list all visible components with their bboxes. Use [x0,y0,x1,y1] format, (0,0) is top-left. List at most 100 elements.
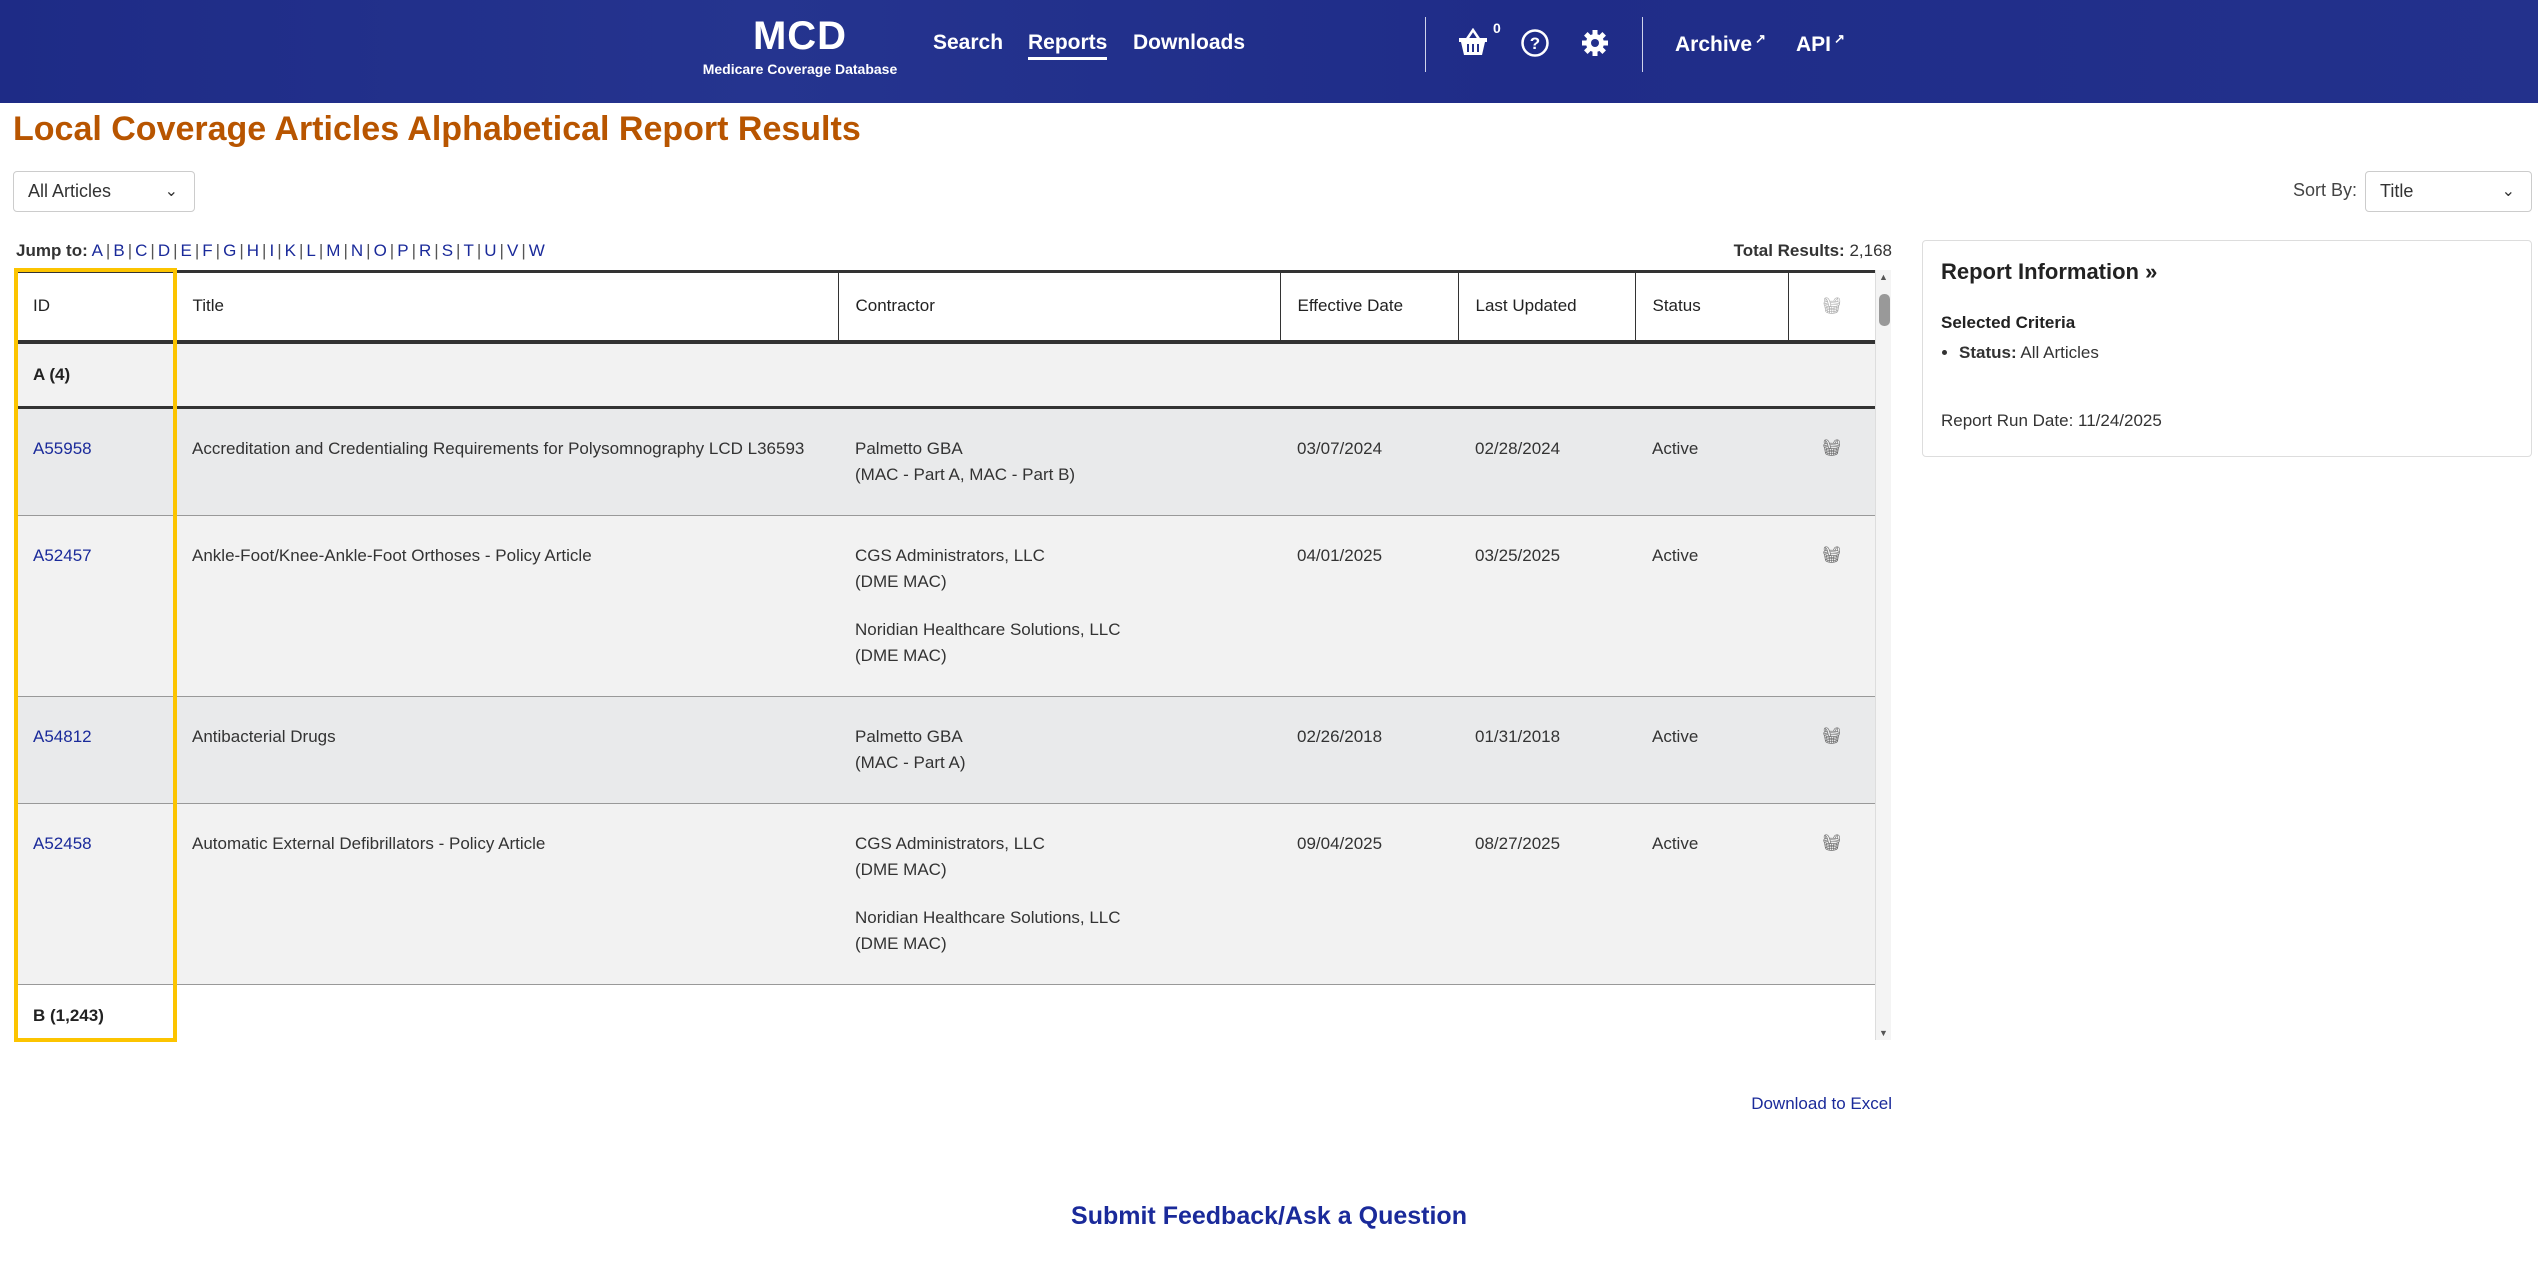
jump-letter-o[interactable]: O [373,241,387,260]
submit-feedback-link[interactable]: Submit Feedback/Ask a Question [1071,1202,1467,1230]
jump-letter-v[interactable]: V [506,241,519,260]
status-filter-value: All Articles [28,181,112,201]
jump-letter-c[interactable]: C [135,241,148,260]
contractor-cell: Palmetto GBA (MAC - Part A, MAC - Part B) [838,407,1280,516]
article-title: Antibacterial Drugs [175,696,838,804]
add-to-basket-icon[interactable]: 🧺︎ [1788,407,1875,516]
jump-letter-m[interactable]: M [326,241,341,260]
jump-letter-g[interactable]: G [223,241,237,260]
jump-letter-u[interactable]: U [484,241,497,260]
last-updated: 08/27/2025 [1458,803,1635,985]
report-run-date: Report Run Date: 11/24/2025 [1941,411,2162,430]
article-id-link[interactable]: A55958 [33,438,92,458]
contractor: CGS Administrators, LLC (DME MAC) [855,831,1263,883]
jump-letter-h[interactable]: H [246,241,260,260]
jump-letter-s[interactable]: S [441,241,454,260]
jump-letter-b[interactable]: B [113,241,125,260]
separator: | [476,241,482,260]
help-icon[interactable]: ? [1520,28,1550,63]
jump-letter-a[interactable]: A [91,241,103,260]
nav-reports[interactable]: Reports [1028,31,1108,60]
jump-letter-n[interactable]: N [350,241,364,260]
col-effective-date[interactable]: Effective Date [1280,270,1459,344]
download-excel-link[interactable]: Download to Excel [1751,1094,1892,1113]
logo-title: MCD [752,14,848,58]
contractor-name: Palmetto GBA [855,726,963,746]
separator: | [499,241,504,260]
jump-letter-k[interactable]: K [284,241,296,260]
mcd-logo[interactable]: MCD Medicare Coverage Database [700,14,900,77]
basket-icon[interactable] [1458,27,1488,61]
criteria-status: Status: All Articles [1959,343,2513,363]
cart-count: 0 [1493,20,1501,36]
separator: | [343,241,348,260]
nav-search[interactable]: Search [933,31,1004,54]
article-id-link[interactable]: A54812 [33,726,92,746]
divider [1642,17,1643,72]
jump-letter-w[interactable]: W [528,241,545,260]
nav-archive[interactable]: Archive ↗ [1675,31,1766,57]
add-to-basket-icon[interactable]: 🧺︎ [1788,696,1875,804]
col-title[interactable]: Title [175,270,839,344]
contractor-name: Palmetto GBA [855,438,963,458]
separator: | [105,241,111,260]
chevron-down-icon: ⌄ [2501,183,2515,200]
contractor: Palmetto GBA (MAC - Part A) [855,724,1263,776]
article-title: Ankle-Foot/Knee-Ankle-Foot Orthoses - Po… [175,515,838,697]
jump-letter-d[interactable]: D [157,241,171,260]
sort-by-select[interactable]: Title ⌄ [2365,171,2532,212]
site-header: MCD Medicare Coverage Database Search Re… [0,0,2538,103]
separator: | [318,241,324,260]
col-id[interactable]: ID [16,270,176,344]
article-id-link[interactable]: A52457 [33,545,92,565]
article-title: Accreditation and Credentialing Requirem… [175,407,838,516]
page-title: Local Coverage Articles Alphabetical Rep… [13,110,861,148]
jump-letter-p[interactable]: P [397,241,409,260]
add-to-basket-icon[interactable]: 🧺︎ [1788,803,1875,985]
jump-letter-r[interactable]: R [418,241,432,260]
add-to-basket-icon[interactable]: 🧺︎ [1788,515,1875,697]
col-status[interactable]: Status [1635,270,1789,344]
separator: | [239,241,244,260]
scroll-up-arrow[interactable]: ▲ [1879,272,1888,282]
group-label: B (1,243) [16,984,1875,1040]
report-info-title[interactable]: Report Information » [1941,259,2158,284]
separator: | [411,241,416,260]
status-filter-select[interactable]: All Articles ⌄ [13,171,195,212]
contractor: CGS Administrators, LLC (DME MAC) [855,543,1263,595]
contractor-type: (DME MAC) [855,645,947,665]
sort-by-value: Title [2380,181,2414,201]
jump-to-label: Jump to: [16,241,88,260]
separator: | [127,241,133,260]
contractor-type: (MAC - Part A, MAC - Part B) [855,464,1076,484]
article-id-link[interactable]: A52458 [33,833,92,853]
scrollbar-thumb[interactable] [1879,294,1890,326]
separator: | [194,241,200,260]
gear-icon[interactable] [1580,28,1610,63]
table-row: A52457 Ankle-Foot/Knee-Ankle-Foot Orthos… [16,515,1875,697]
effective-date: 09/04/2025 [1280,803,1458,985]
jump-letter-e[interactable]: E [180,241,192,260]
col-contractor[interactable]: Contractor [838,270,1281,344]
jump-letter-t[interactable]: T [463,241,474,260]
total-results: Total Results: 2,168 [1734,241,1892,261]
criteria-status-value: All Articles [2020,343,2099,362]
jump-letter-f[interactable]: F [202,241,213,260]
scroll-down-arrow[interactable]: ▼ [1879,1028,1888,1038]
nav-downloads[interactable]: Downloads [1133,31,1246,54]
jump-letter-i[interactable]: I [269,241,275,260]
api-label: API [1796,33,1832,56]
table-row: A52458 Automatic External Defibrillators… [16,803,1875,985]
jump-letter-l[interactable]: L [306,241,316,260]
separator: | [262,241,267,260]
contractor-type: (DME MAC) [855,859,947,879]
separator: | [521,241,526,260]
contractor-type: (DME MAC) [855,933,947,953]
contractor-name: CGS Administrators, LLC [855,545,1045,565]
contractor: Noridian Healthcare Solutions, LLC (DME M… [855,617,1263,669]
basket-icon: 🧺︎ [1788,270,1875,344]
col-last-updated[interactable]: Last Updated [1458,270,1636,344]
table-scrollbar[interactable]: ▲ ▼ [1875,270,1891,1040]
nav-api[interactable]: API ↗ [1796,31,1845,57]
separator: | [434,241,439,260]
